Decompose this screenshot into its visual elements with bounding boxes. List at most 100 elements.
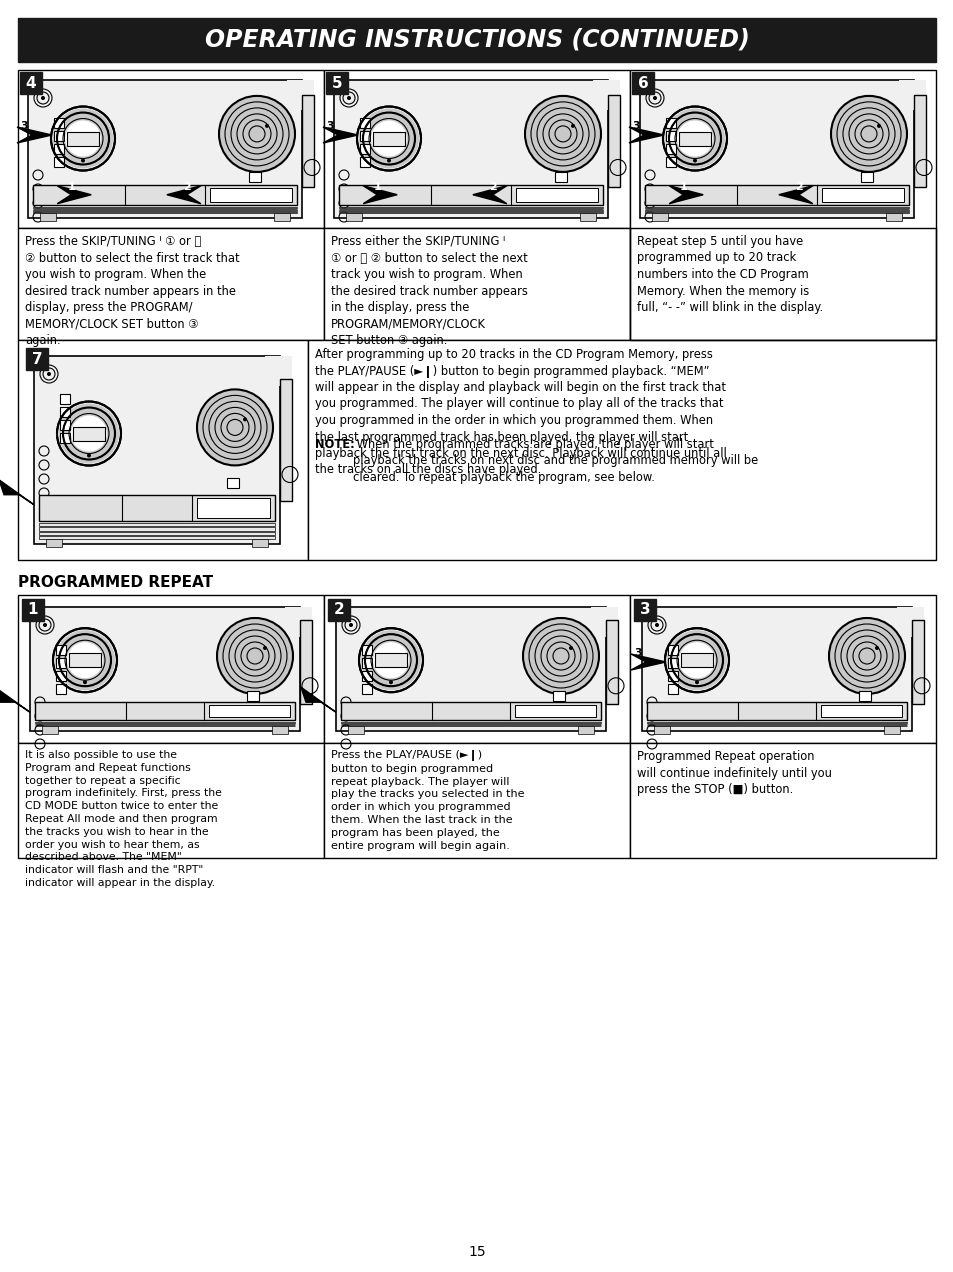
Bar [30, 607, 299, 731]
Text: Press the PLAY/PAUSE (►❙)
button to begin programmed
repeat playback. The player: Press the PLAY/PAUSE (►❙) button to begi… [331, 750, 524, 851]
Text: 1: 1 [373, 182, 380, 192]
Circle shape [55, 630, 115, 691]
Bar [285, 607, 312, 637]
Text: 3: 3 [326, 121, 334, 131]
Bar [324, 595, 629, 743]
Text: 5: 5 [332, 75, 342, 90]
Text: Press the SKIP/TUNING ᑊ ① or ᑋ
② button to select the first track that
you wish : Press the SKIP/TUNING ᑊ ① or ᑋ ② button … [25, 235, 239, 347]
Polygon shape [323, 127, 357, 142]
Text: 1: 1 [679, 182, 686, 192]
Bar [553, 691, 564, 701]
Bar [33, 184, 296, 205]
Bar [590, 607, 618, 637]
Bar [361, 658, 372, 668]
Bar [272, 726, 288, 734]
Bar [26, 349, 48, 370]
Bar [39, 532, 274, 534]
Bar [18, 70, 324, 228]
Bar [340, 702, 600, 720]
Text: 7: 7 [31, 351, 42, 366]
Bar [42, 726, 58, 734]
Circle shape [196, 389, 273, 466]
Circle shape [373, 642, 409, 678]
Circle shape [41, 95, 45, 100]
Circle shape [692, 159, 697, 163]
Circle shape [828, 618, 904, 695]
Bar [348, 726, 364, 734]
Bar [18, 595, 324, 743]
Circle shape [358, 108, 418, 168]
Circle shape [263, 646, 267, 650]
Bar [18, 228, 324, 340]
Bar [338, 184, 602, 205]
Bar [578, 726, 594, 734]
Bar [210, 188, 292, 202]
Bar [629, 70, 935, 340]
Text: 2: 2 [183, 182, 191, 192]
Bar [651, 212, 667, 221]
Circle shape [664, 108, 724, 168]
Circle shape [47, 371, 51, 377]
Text: It is also possible to use the
Program and Repeat functions
together to repeat a: It is also possible to use the Program a… [25, 750, 222, 888]
Polygon shape [0, 480, 34, 505]
Bar [641, 607, 911, 731]
Circle shape [59, 403, 119, 463]
Bar [629, 595, 935, 743]
Circle shape [43, 623, 47, 627]
Circle shape [655, 623, 659, 627]
Bar [858, 691, 870, 701]
Bar [60, 394, 70, 404]
Bar [54, 144, 64, 154]
Bar [885, 212, 901, 221]
Bar [56, 684, 66, 695]
Bar [247, 691, 258, 701]
Bar [629, 70, 935, 228]
Bar [375, 654, 407, 668]
Bar [646, 702, 906, 720]
Bar [34, 356, 280, 544]
Polygon shape [301, 687, 335, 712]
Bar [334, 80, 607, 218]
Polygon shape [17, 127, 52, 142]
Polygon shape [167, 186, 201, 204]
Bar [60, 407, 70, 417]
Bar [28, 80, 302, 218]
Bar [654, 726, 669, 734]
Circle shape [695, 681, 699, 684]
Bar [346, 212, 361, 221]
Circle shape [522, 618, 598, 695]
Bar [861, 173, 872, 182]
Circle shape [349, 623, 353, 627]
Bar [20, 73, 42, 94]
Bar [911, 619, 923, 703]
Polygon shape [473, 186, 506, 204]
Bar [46, 539, 62, 547]
Circle shape [876, 123, 880, 128]
Bar [39, 523, 274, 527]
Bar [821, 705, 901, 717]
Bar [605, 619, 618, 703]
Bar [274, 212, 290, 221]
Polygon shape [0, 687, 30, 712]
Text: Repeat step 5 until you have
programmed up to 20 track
numbers into the CD Progr: Repeat step 5 until you have programmed … [637, 235, 822, 314]
Circle shape [71, 416, 107, 452]
Bar [56, 658, 66, 668]
Bar [639, 80, 913, 218]
Bar [60, 432, 70, 443]
Text: 3: 3 [632, 121, 639, 131]
Bar [359, 131, 370, 141]
Bar [665, 118, 676, 128]
Circle shape [830, 95, 906, 172]
Circle shape [53, 108, 112, 168]
Bar [18, 340, 308, 560]
Bar [39, 536, 274, 539]
Bar [40, 212, 56, 221]
Bar [913, 95, 925, 187]
Bar [209, 705, 290, 717]
Bar [249, 173, 261, 182]
Bar [56, 672, 66, 681]
Text: NOTE:: NOTE: [314, 438, 355, 450]
Bar [631, 73, 654, 94]
Bar [665, 144, 676, 154]
Bar [359, 144, 370, 154]
